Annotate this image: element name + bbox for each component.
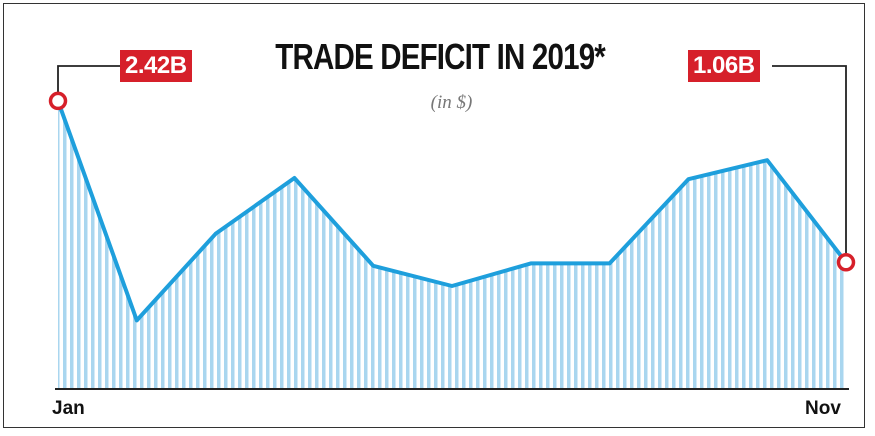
chart-subtitle: (in $) [430, 92, 473, 113]
area-fill [58, 100, 846, 389]
chart-title: TRADE DEFICIT IN 2019* [275, 36, 606, 77]
x-tick-label-jan: Jan [52, 398, 85, 419]
marker-nov [836, 253, 856, 272]
series-line [56, 98, 848, 323]
callout-leader-nov [772, 65, 847, 254]
callout-nov-value: 1.06B [688, 50, 760, 82]
callout-jan-value: 2.42B [120, 50, 192, 82]
x-tick-label-nov: Nov [805, 398, 841, 419]
marker-jan [48, 91, 68, 111]
callout-leader-jan [57, 65, 120, 92]
